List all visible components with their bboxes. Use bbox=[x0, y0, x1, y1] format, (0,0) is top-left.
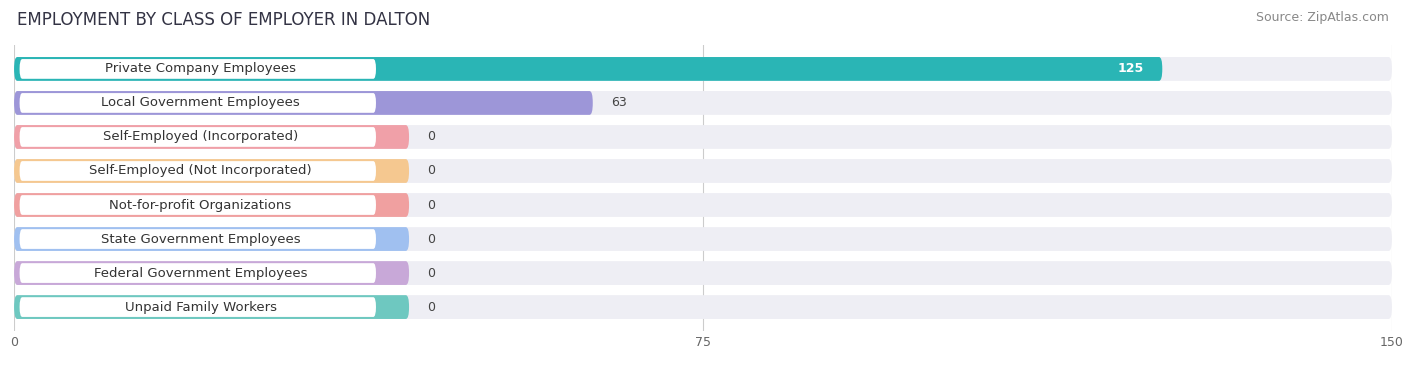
Text: Local Government Employees: Local Government Employees bbox=[101, 97, 299, 109]
FancyBboxPatch shape bbox=[20, 161, 375, 181]
Text: EMPLOYMENT BY CLASS OF EMPLOYER IN DALTON: EMPLOYMENT BY CLASS OF EMPLOYER IN DALTO… bbox=[17, 11, 430, 29]
FancyBboxPatch shape bbox=[14, 261, 1392, 285]
FancyBboxPatch shape bbox=[20, 127, 375, 147]
FancyBboxPatch shape bbox=[14, 193, 409, 217]
FancyBboxPatch shape bbox=[14, 125, 1392, 149]
FancyBboxPatch shape bbox=[14, 227, 409, 251]
FancyBboxPatch shape bbox=[14, 91, 1392, 115]
Text: Self-Employed (Not Incorporated): Self-Employed (Not Incorporated) bbox=[89, 164, 312, 177]
Text: Not-for-profit Organizations: Not-for-profit Organizations bbox=[110, 199, 291, 212]
Text: Private Company Employees: Private Company Employees bbox=[105, 62, 297, 76]
FancyBboxPatch shape bbox=[14, 125, 409, 149]
Text: 0: 0 bbox=[427, 267, 436, 279]
Text: 0: 0 bbox=[427, 300, 436, 314]
FancyBboxPatch shape bbox=[20, 229, 375, 249]
Text: 63: 63 bbox=[612, 97, 627, 109]
FancyBboxPatch shape bbox=[14, 227, 1392, 251]
Text: State Government Employees: State Government Employees bbox=[101, 232, 301, 246]
FancyBboxPatch shape bbox=[20, 297, 375, 317]
FancyBboxPatch shape bbox=[14, 57, 1163, 81]
FancyBboxPatch shape bbox=[20, 93, 375, 113]
Text: 0: 0 bbox=[427, 130, 436, 144]
Text: Self-Employed (Incorporated): Self-Employed (Incorporated) bbox=[103, 130, 298, 144]
FancyBboxPatch shape bbox=[20, 59, 375, 79]
FancyBboxPatch shape bbox=[14, 91, 593, 115]
FancyBboxPatch shape bbox=[14, 261, 409, 285]
FancyBboxPatch shape bbox=[20, 195, 375, 215]
Text: 0: 0 bbox=[427, 199, 436, 212]
Text: Federal Government Employees: Federal Government Employees bbox=[94, 267, 308, 279]
FancyBboxPatch shape bbox=[14, 159, 1392, 183]
Text: 0: 0 bbox=[427, 232, 436, 246]
Text: 0: 0 bbox=[427, 164, 436, 177]
Text: Source: ZipAtlas.com: Source: ZipAtlas.com bbox=[1256, 11, 1389, 24]
FancyBboxPatch shape bbox=[20, 263, 375, 283]
Text: 125: 125 bbox=[1118, 62, 1144, 76]
FancyBboxPatch shape bbox=[14, 295, 409, 319]
Text: Unpaid Family Workers: Unpaid Family Workers bbox=[125, 300, 277, 314]
FancyBboxPatch shape bbox=[14, 295, 1392, 319]
FancyBboxPatch shape bbox=[14, 193, 1392, 217]
FancyBboxPatch shape bbox=[14, 159, 409, 183]
FancyBboxPatch shape bbox=[14, 57, 1392, 81]
